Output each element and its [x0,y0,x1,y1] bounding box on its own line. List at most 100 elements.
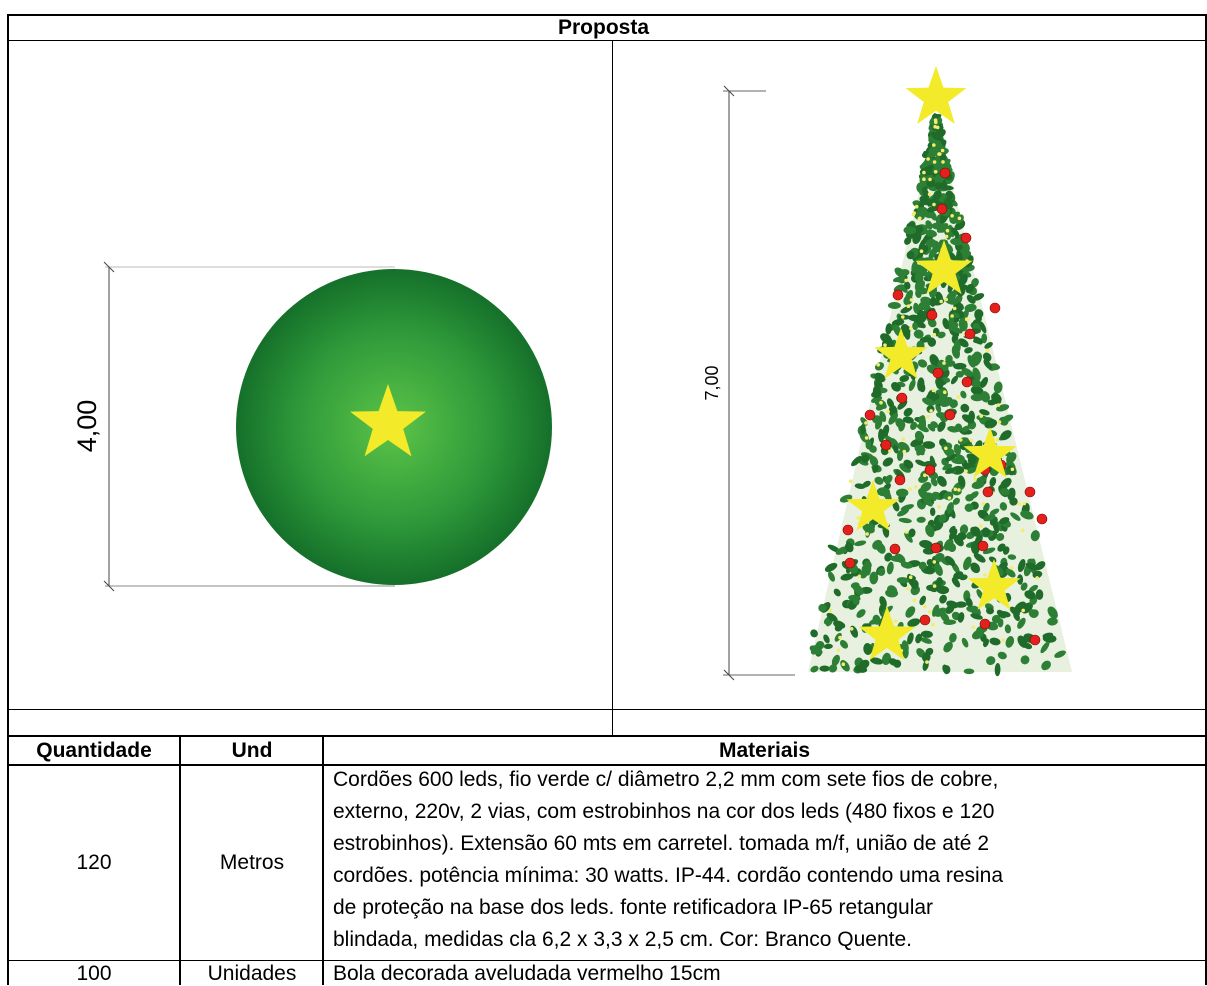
tree-light [1017,502,1022,506]
tree-leaf [896,577,910,584]
tree-ornament [930,542,942,554]
tree-leaf [914,430,924,441]
tree-leaf [953,571,964,580]
tree-leaf [887,301,901,310]
tree-leaf [950,238,964,246]
tree-leaf [905,606,916,618]
tree-leaf [1024,590,1036,600]
tree-leaf [1041,660,1051,671]
tree-leaf [918,416,927,429]
ball-dimension-label: 4,00 [72,400,102,453]
tree-light [923,604,927,609]
tree-leaf [896,449,904,462]
tree-leaf [854,540,867,547]
tree-ornament [960,232,972,244]
tree-light [926,415,930,419]
tree-leaf [943,619,957,626]
tree-leaf [912,230,922,245]
tree-leaf [827,571,836,582]
tree-leaf [925,524,935,538]
unit-column-divider [322,736,324,985]
tree-leaf [944,555,956,566]
tree-leaf [917,206,926,216]
tree-leaf [925,499,933,507]
tree-leaf [983,502,990,513]
tree-leaf [831,654,840,666]
tree-leaf [937,421,946,432]
tree-light [911,212,916,217]
tree-ornament [889,543,901,555]
tree-leaf [950,326,963,334]
tree-leaf [964,303,977,312]
tree-light [894,619,898,623]
tree-light [886,409,890,414]
tree-leaf [954,601,967,608]
tree-leaf [961,273,968,285]
tree-leaf [930,393,940,401]
tree-leaf [1005,636,1015,648]
tree-leaf [951,457,965,465]
tree-leaf [828,664,838,673]
tree-leaf [961,368,973,377]
tree-leaf [882,488,892,502]
tree-light [908,575,913,579]
header-quantity: Quantidade [36,739,152,762]
tree-leaf [925,220,933,230]
row2-description-line: Bola decorada aveludada vermelho 15cm [333,962,721,985]
tree-leaf [934,607,947,617]
tree-light [838,635,842,640]
tree-light [932,584,937,588]
tree-light [997,420,1002,424]
tree-leaf [999,517,1010,525]
tree-ornament [894,474,906,486]
tree-leaf [840,573,854,581]
tree-leaf [901,640,909,654]
tree-leaf [861,564,872,574]
tree-ornament [964,328,976,340]
tree-ornament [936,203,948,215]
tree-leaf [897,508,909,517]
tree-leaf [884,474,893,485]
tree-leaf [984,419,998,429]
tree-leaf [972,367,981,381]
tree-leaf [900,504,915,511]
tree-leaf [910,421,918,431]
tree-leaf [946,600,959,609]
tree-light [904,278,908,283]
tree-leaf [972,526,981,535]
tree-light [836,648,841,653]
tree-leaf [925,647,934,656]
row1-description-line: Cordões 600 leds, fio verde c/ diâmetro … [333,768,999,791]
tree-leaf [917,380,926,393]
tree-leaf [925,229,937,238]
tree-leaf [953,443,962,456]
tree-leaf [927,423,936,432]
tree-leaf [940,396,953,408]
tree-leaf [963,556,972,571]
tree-leaf [833,588,841,597]
tree-light [865,532,869,536]
tree-leaf [981,333,988,344]
tree-light [849,627,854,631]
tree-leaf [933,563,943,576]
tree-ornament [932,367,944,379]
tree-light [932,160,937,164]
tree-leaf [898,269,910,277]
tree-leaf [809,645,823,655]
tree-leaf [937,475,947,487]
tree-leaf [928,209,937,221]
tree-light [983,573,987,577]
tree-light [944,234,949,239]
row1-quantity: 120 [76,851,112,874]
tree-star-icon [967,559,1021,610]
tree-leaf [939,594,947,604]
tree-leaf [1035,589,1044,600]
tree-ornament [844,557,856,569]
tree-leaf [974,309,984,319]
tree-leaf [1017,574,1024,585]
tree-light [971,625,976,630]
tree-leaf [835,546,848,555]
page-title: Proposta [557,16,649,39]
tree-leaf [915,286,929,295]
tree-light [939,299,943,304]
